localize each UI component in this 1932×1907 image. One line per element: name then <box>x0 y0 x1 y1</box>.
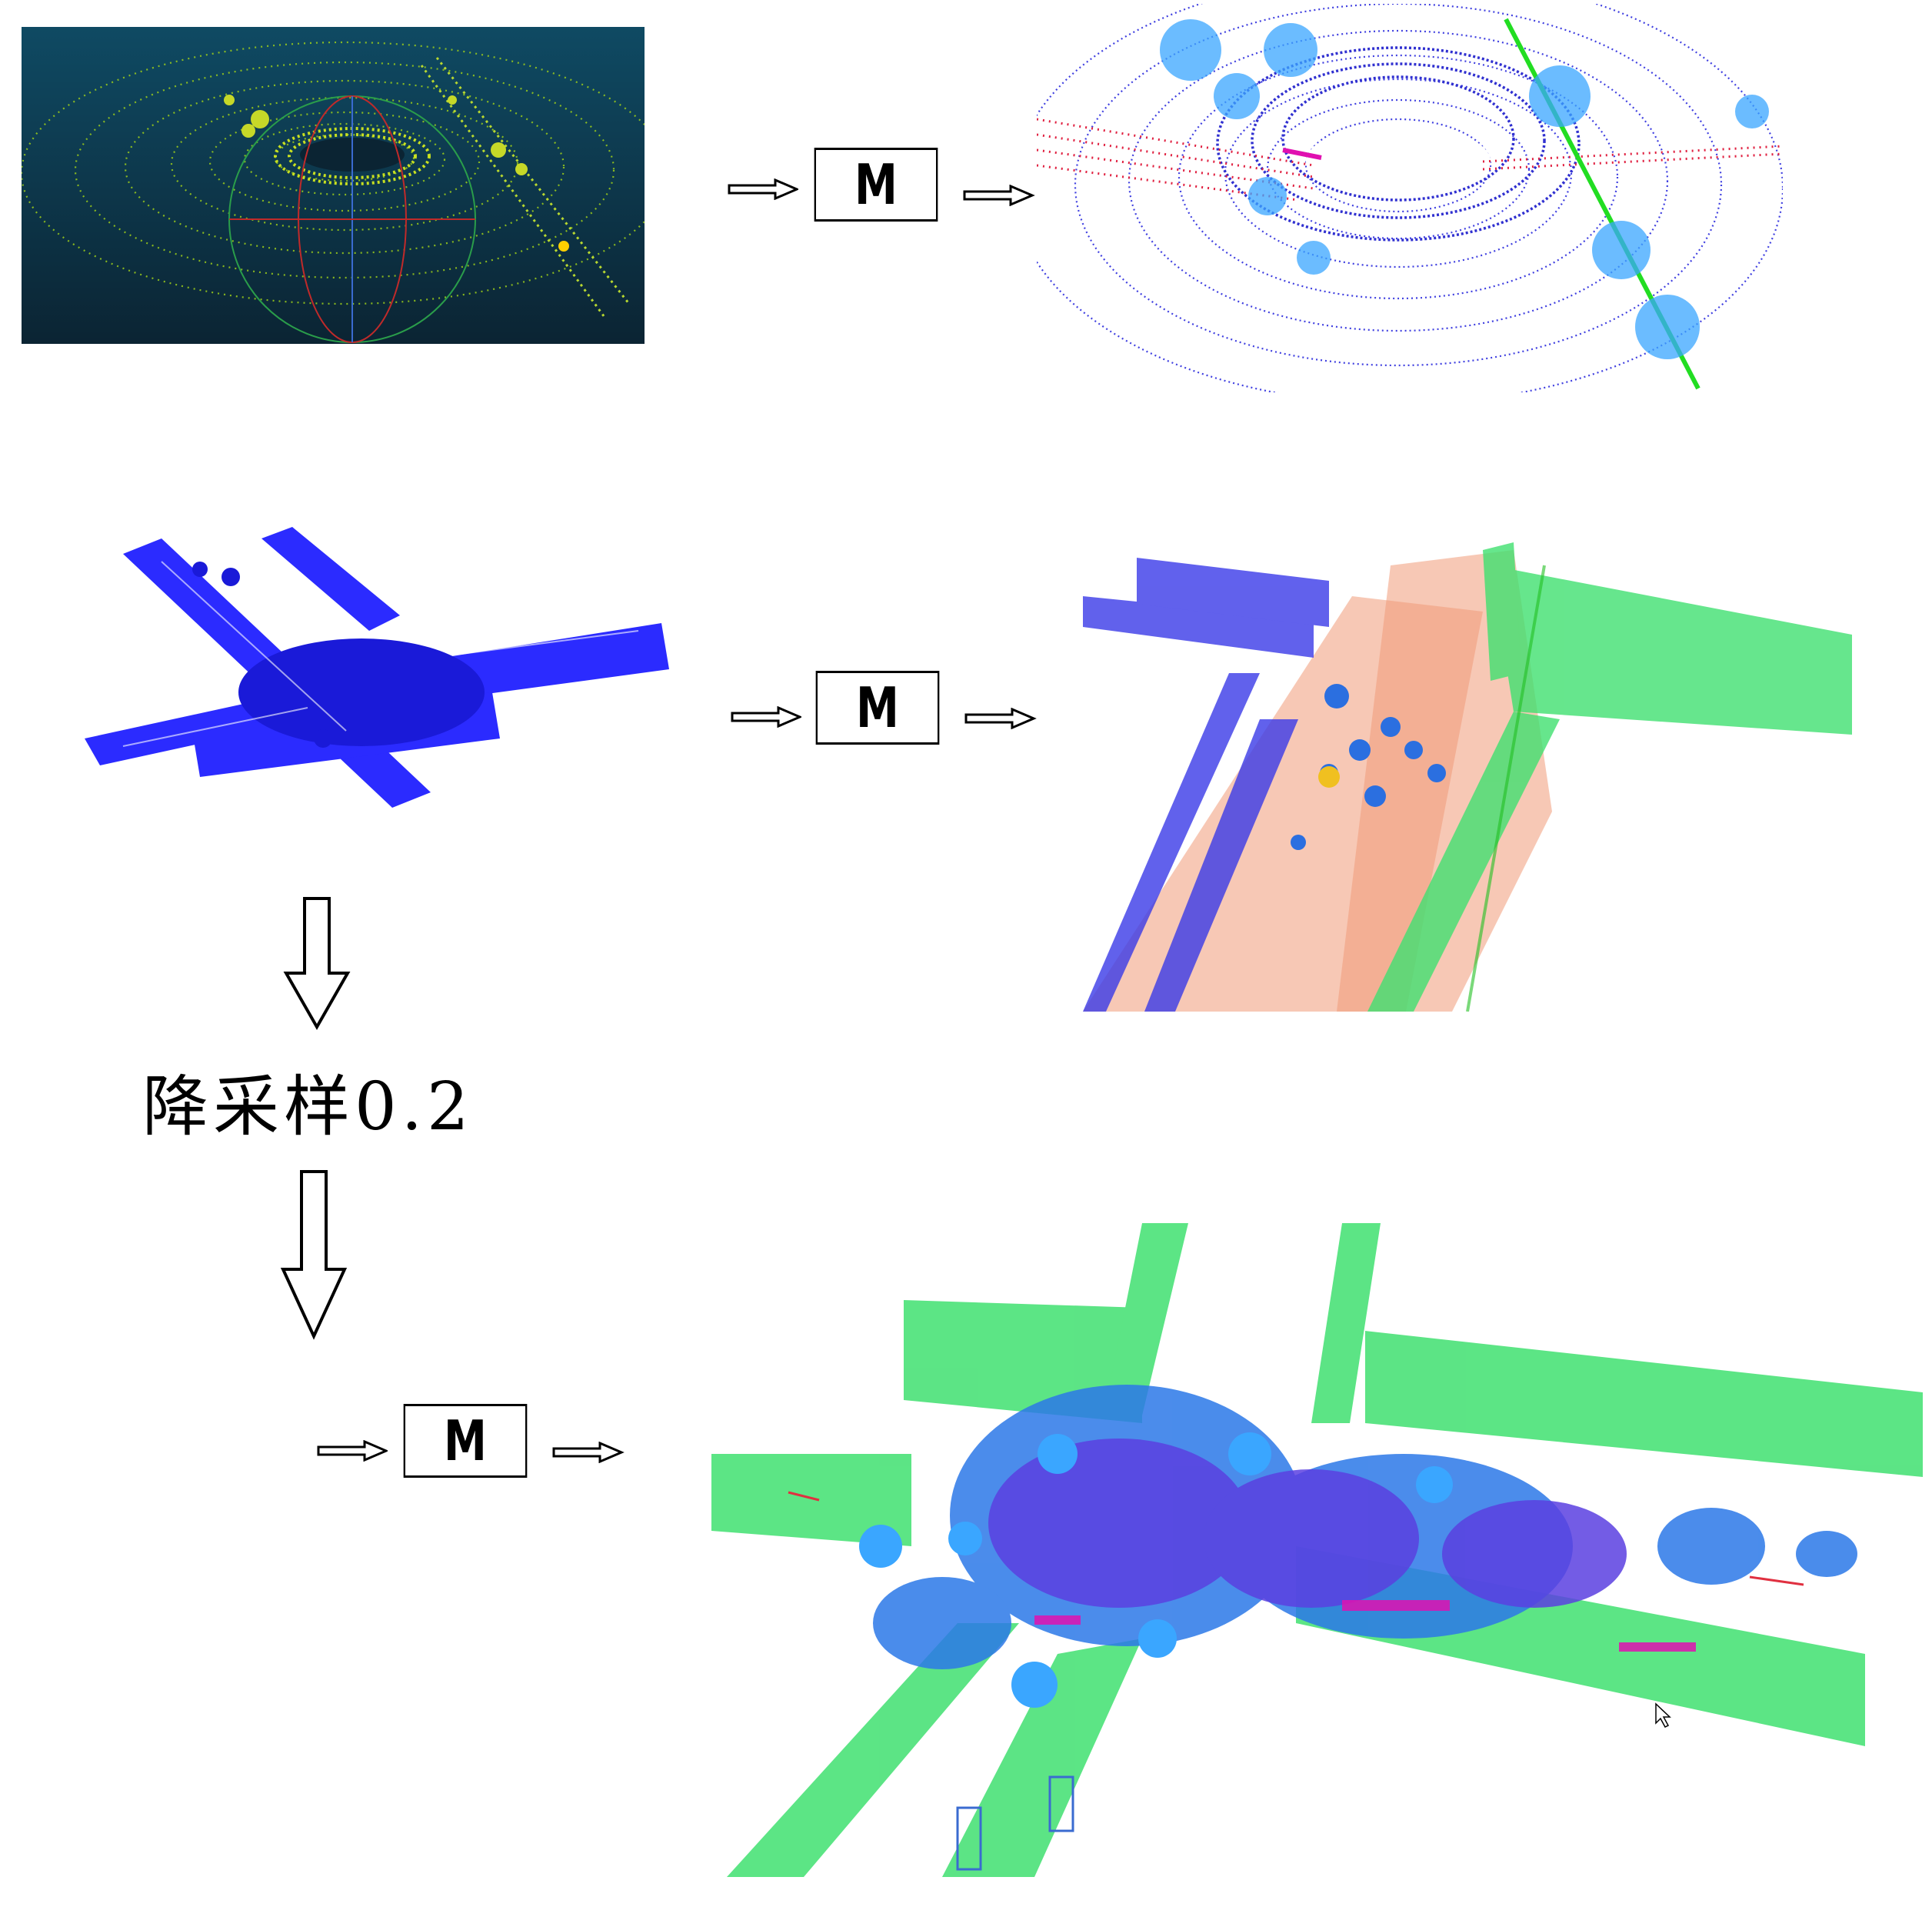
downsample-label: 降采样0.2 <box>142 1069 474 1145</box>
arrow-right-icon <box>546 1442 629 1463</box>
city-map-pointcloud-image <box>0 485 673 823</box>
arrow-right-icon <box>728 178 798 200</box>
segmented-city-map-image <box>1083 519 1852 1012</box>
segmented-scan-image <box>1037 4 1783 392</box>
model-box: M <box>814 148 938 222</box>
model-box: M <box>403 1404 528 1478</box>
arrow-right-icon <box>731 706 801 728</box>
raw-lidar-scan-image <box>22 27 645 344</box>
segmented-downsampled-map-image <box>711 1223 1923 1877</box>
arrow-right-icon <box>958 708 1041 729</box>
arrow-right-icon <box>317 1440 388 1462</box>
cursor-icon <box>1655 1702 1671 1728</box>
model-box: M <box>815 671 940 745</box>
arrow-right-icon <box>957 185 1040 206</box>
arrow-down-icon <box>280 1169 348 1340</box>
arrow-down-icon <box>283 896 351 1031</box>
